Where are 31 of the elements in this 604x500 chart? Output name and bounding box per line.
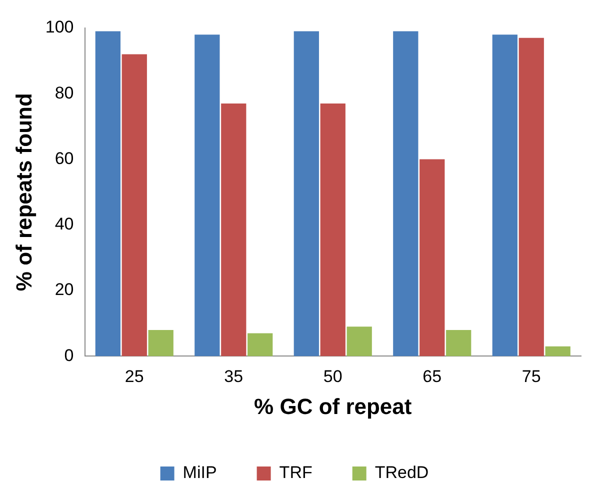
bar: [294, 31, 319, 356]
bar: [492, 34, 518, 356]
x-tick-label: 25: [124, 367, 144, 386]
legend-label: TRF: [279, 463, 312, 482]
legend-label: MiIP: [182, 463, 217, 482]
bar: [122, 54, 147, 356]
bar: [320, 103, 346, 356]
y-tick-label: 0: [64, 346, 74, 365]
bar: [248, 333, 273, 356]
y-tick-label: 40: [54, 214, 74, 234]
bar: [95, 31, 120, 356]
y-tick-label: 60: [54, 148, 74, 168]
y-tick-label: 100: [45, 18, 74, 37]
bar: [148, 330, 174, 356]
bar: [346, 326, 372, 356]
y-tick-label: 80: [54, 83, 74, 102]
bar: [545, 346, 570, 356]
x-tick-label: 75: [522, 367, 541, 386]
bar: [194, 34, 220, 356]
x-axis-title: % GC of repeat: [254, 394, 412, 419]
legend-label: TRedD: [374, 463, 429, 482]
y-tick-label: 20: [54, 280, 74, 300]
bar: [393, 31, 418, 356]
x-tick-label: 65: [422, 367, 442, 386]
bar: [221, 103, 246, 356]
y-axis-title: % of repeats found: [11, 93, 36, 292]
x-tick-label: 35: [224, 367, 244, 386]
bar: [518, 38, 544, 356]
x-tick-label: 50: [323, 367, 342, 386]
bar: [420, 159, 445, 356]
bar: [446, 330, 472, 356]
